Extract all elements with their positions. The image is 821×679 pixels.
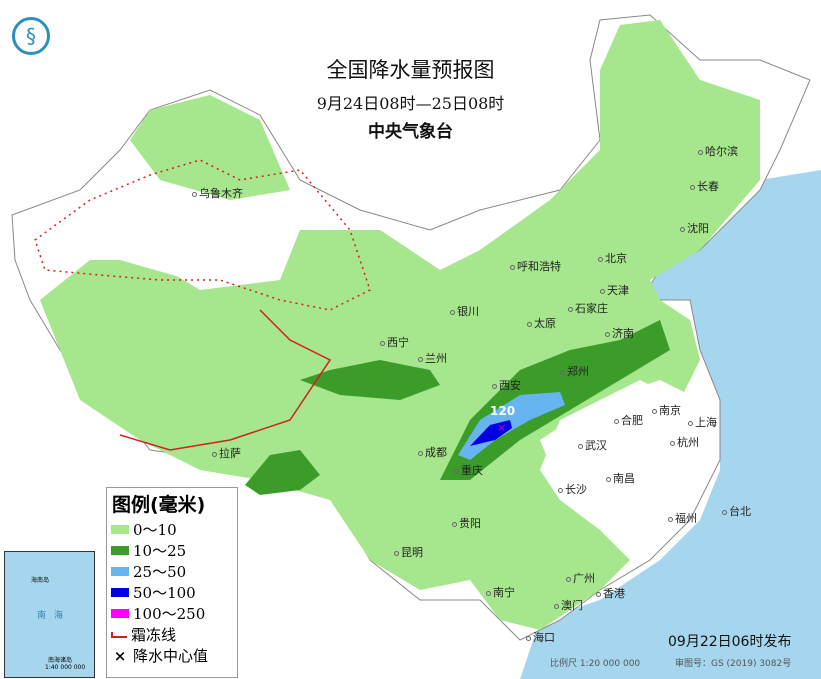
city-label: 海口 (526, 629, 555, 645)
city-label: 西宁 (380, 334, 409, 350)
city-label: 哈尔滨 (698, 143, 738, 159)
legend-label: 25～50 (133, 563, 187, 581)
city-label: 长春 (690, 178, 719, 194)
legend-swatch (111, 546, 129, 555)
map-scale: 比例尺 1:20 000 000 (550, 659, 641, 669)
city-label: 长沙 (558, 481, 587, 497)
city-label: 福州 (668, 510, 697, 526)
inset-sea-label: 南海 (37, 611, 72, 621)
city-label: 武汉 (578, 437, 607, 453)
legend-label: 10～25 (133, 542, 187, 560)
city-label: 沈阳 (680, 220, 709, 236)
city-label: 合肥 (614, 412, 643, 428)
precip-center-value: 120 (490, 404, 516, 418)
city-label: 南昌 (606, 470, 635, 486)
city-label: 济南 (605, 325, 634, 341)
legend-swatch (111, 525, 129, 534)
city-label: 南宁 (486, 584, 515, 600)
frost-line-icon (111, 631, 127, 638)
city-label: 昆明 (394, 544, 423, 560)
city-label: 杭州 (670, 434, 699, 450)
city-label: 天津 (600, 282, 629, 298)
legend-swatch (111, 609, 129, 618)
legend-item: 霜冻线 (111, 624, 237, 645)
legend-item: × 降水中心值 (111, 645, 237, 666)
legend-item: 0～10 (111, 519, 237, 540)
inset-islands-label: 南海诸岛 (48, 657, 73, 664)
legend-label: 0～10 (133, 521, 177, 539)
cross-icon: × (113, 646, 127, 665)
legend-item: 10～25 (111, 540, 237, 561)
inset-island-label: 海南岛 (31, 577, 50, 584)
legend-item: 25～50 (111, 561, 237, 582)
city-label: 郑州 (560, 363, 589, 379)
legend-title: 图例(毫米) (112, 494, 206, 516)
city-label: 上海 (688, 414, 717, 430)
legend: 图例(毫米) 0～10 10～25 25～50 50～100 100～250 霜… (106, 487, 238, 678)
city-label: 台北 (722, 503, 751, 519)
inset-scale: 1:40 000 000 (45, 664, 86, 671)
legend-swatch (111, 567, 129, 576)
city-label: 北京 (598, 250, 627, 266)
legend-swatch (111, 588, 129, 597)
rain-free-area (80, 200, 290, 280)
frost-line-south (119, 309, 332, 451)
publish-time: 09月22日06时发布 (668, 634, 792, 650)
city-label: 香港 (596, 585, 625, 601)
city-label: 石家庄 (568, 300, 608, 316)
precip-center-marker-icon: × (497, 421, 507, 434)
cma-logo-icon: § (12, 17, 50, 55)
legend-label: 100～250 (133, 605, 206, 623)
legend-label: 霜冻线 (131, 626, 177, 644)
city-label: 广州 (566, 570, 595, 586)
rain-area-moderate-sw (245, 450, 320, 495)
city-label: 西安 (492, 377, 521, 393)
city-label: 呼和浩特 (510, 258, 561, 274)
agency: 中央气象台 (368, 122, 453, 142)
city-label: 贵阳 (452, 515, 481, 531)
map-title: 全国降水量预报图 (326, 58, 495, 82)
sea-area (520, 170, 821, 679)
city-label: 拉萨 (212, 445, 241, 461)
legend-label: 降水中心值 (133, 647, 209, 665)
south-china-sea-inset: 海南岛 南海 南海诸岛 1:40 000 000 (4, 551, 95, 678)
rain-area-rainstorm (470, 420, 512, 446)
city-label: 南京 (652, 402, 681, 418)
city-label: 乌鲁木齐 (192, 185, 243, 201)
city-label: 太原 (527, 315, 556, 331)
city-label: 澳门 (554, 597, 583, 613)
rain-area-light-north (130, 95, 290, 200)
city-label: 重庆 (454, 462, 483, 478)
map-approval-number: 审图号：GS (2019) 3082号 (675, 659, 792, 669)
city-label: 兰州 (418, 350, 447, 366)
rain-area-light (40, 20, 760, 630)
forecast-period: 9月24日08时—25日08时 (316, 94, 505, 113)
city-label: 成都 (418, 444, 447, 460)
city-label: 银川 (450, 303, 479, 319)
rain-area-moderate-w (300, 360, 440, 400)
legend-item: 100～250 (111, 603, 237, 624)
legend-label: 50～100 (133, 584, 196, 602)
legend-item: 50～100 (111, 582, 237, 603)
